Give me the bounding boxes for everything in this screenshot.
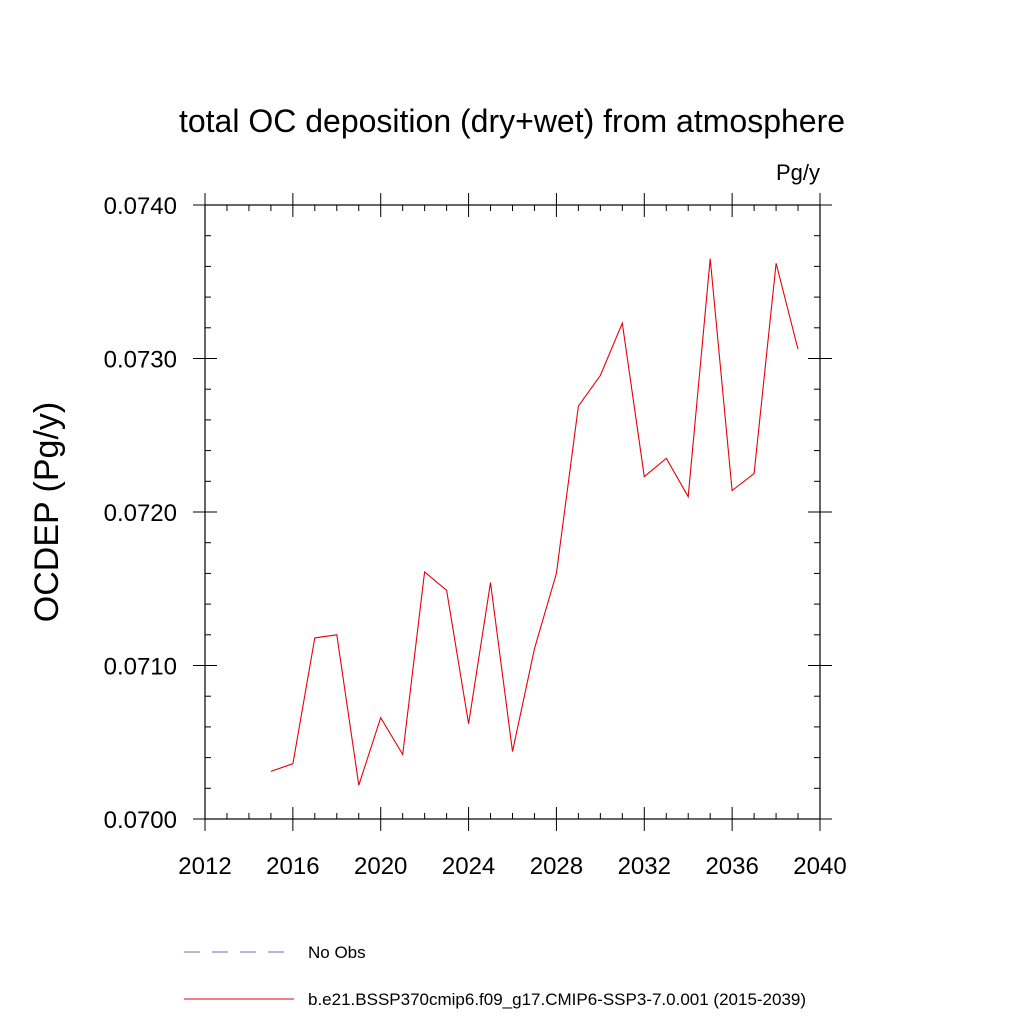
x-tick-label: 2036 xyxy=(705,853,758,880)
legend: No Obs b.e21.BSSP370cmip6.f09_g17.CMIP6-S… xyxy=(184,943,806,1009)
x-tick-label: 2016 xyxy=(266,853,319,880)
plot-frame xyxy=(204,204,821,820)
y-tick-labels: 0.0700 0.0710 0.0720 0.0730 0.0740 xyxy=(104,193,177,834)
x-tick-label: 2032 xyxy=(618,853,671,880)
x-tick-label: 2028 xyxy=(530,853,583,880)
x-tick-labels: 2012 2016 2020 2024 2028 2032 2036 2040 xyxy=(178,853,846,880)
x-tick-label: 2024 xyxy=(442,853,495,880)
y-tick-label: 0.0740 xyxy=(104,193,177,220)
chart-title: total OC deposition (dry+wet) from atmos… xyxy=(179,103,845,139)
y-tick-label: 0.0710 xyxy=(104,654,177,681)
units-label: Pg/y xyxy=(776,160,820,185)
x-tick-label: 2040 xyxy=(793,853,846,880)
x-tick-label: 2012 xyxy=(178,853,231,880)
x-tick-label: 2020 xyxy=(354,853,407,880)
y-tick-label: 0.0730 xyxy=(104,347,177,374)
legend-label: No Obs xyxy=(308,943,366,962)
series-line xyxy=(270,258,799,786)
series-lines xyxy=(270,258,799,786)
y-tick-label: 0.0700 xyxy=(104,807,177,834)
y-tick-label: 0.0720 xyxy=(104,500,177,527)
y-axis-label: OCDEP (Pg/y) xyxy=(28,402,66,622)
axis-ticks xyxy=(193,193,832,831)
legend-label: b.e21.BSSP370cmip6.f09_g17.CMIP6-SSP3-7.… xyxy=(308,990,806,1009)
